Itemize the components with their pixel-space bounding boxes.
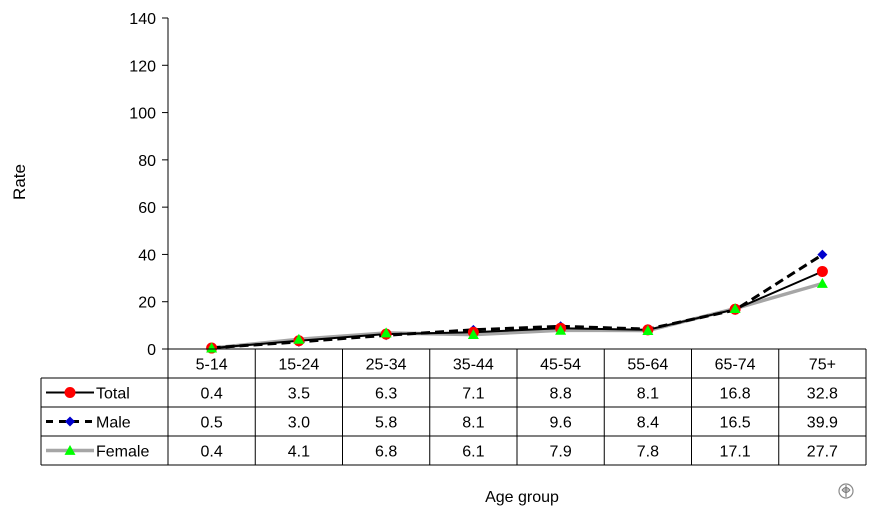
data-cell: 39.9 xyxy=(807,415,838,432)
data-table: 5-14 15-24 25-34 35-44 45-54 55-64 65-74 75+ Tot… xyxy=(40,348,867,466)
data-cell: 3.0 xyxy=(288,415,310,432)
data-cell: 8.1 xyxy=(637,386,659,403)
data-cell: 16.5 xyxy=(720,415,751,432)
y-tick-label: 100 xyxy=(129,106,156,123)
point-female xyxy=(380,327,392,338)
point-female xyxy=(729,303,741,313)
legend-label-female: Female xyxy=(96,444,149,461)
data-cell: 0.4 xyxy=(201,444,223,461)
category-label: 15-24 xyxy=(278,357,319,374)
data-cell: 27.7 xyxy=(807,444,838,461)
data-cell: 6.3 xyxy=(375,386,397,403)
y-tick-label: 140 xyxy=(129,11,156,28)
category-label: 55-64 xyxy=(627,357,668,374)
y-tick-label: 40 xyxy=(138,247,156,264)
data-cell: 8.4 xyxy=(637,415,659,432)
category-label: 45-54 xyxy=(540,357,581,374)
y-tick-label: 20 xyxy=(138,295,156,312)
point-female xyxy=(467,329,479,339)
point-female xyxy=(642,325,654,335)
data-cell: 8.1 xyxy=(462,415,484,432)
data-cell: 0.5 xyxy=(201,415,223,432)
y-tick-label: 0 xyxy=(147,342,156,359)
legend-key-marker-total xyxy=(64,387,76,398)
series-markers xyxy=(206,249,828,354)
category-label: 65-74 xyxy=(715,357,756,374)
series-lines xyxy=(211,253,824,350)
legend-label-male: Male xyxy=(96,415,131,432)
category-label: 35-44 xyxy=(453,357,494,374)
y-axis: 0 20 40 60 80 100 120 140 xyxy=(129,11,169,359)
data-cell: 32.8 xyxy=(807,386,838,403)
point-female xyxy=(816,278,828,288)
point-female xyxy=(206,342,218,353)
y-axis-label: Rate xyxy=(10,164,29,200)
data-cell: 7.8 xyxy=(637,444,659,461)
category-label: 5-14 xyxy=(196,357,228,374)
data-cell: 3.5 xyxy=(288,386,310,403)
point-female xyxy=(293,333,305,344)
data-cell: 7.9 xyxy=(550,444,572,461)
category-label: 75+ xyxy=(809,357,836,374)
data-cell: 8.8 xyxy=(550,386,572,403)
data-cell: 4.1 xyxy=(288,444,310,461)
x-axis-label: Age group xyxy=(485,489,559,506)
data-cell: 5.8 xyxy=(375,415,397,432)
data-cell: 17.1 xyxy=(720,444,751,461)
data-cell: 9.6 xyxy=(550,415,572,432)
data-cell: 0.4 xyxy=(201,386,223,403)
point-female xyxy=(555,324,567,335)
data-cell: 6.1 xyxy=(462,444,484,461)
point-total xyxy=(816,265,828,277)
category-label: 25-34 xyxy=(366,357,407,374)
data-cell: 6.8 xyxy=(375,444,397,461)
data-cell: 16.8 xyxy=(720,386,751,403)
legend-label-total: Total xyxy=(96,386,130,403)
y-tick-label: 80 xyxy=(138,153,156,170)
point-male xyxy=(817,249,828,260)
data-cell: 7.1 xyxy=(462,386,484,403)
who-emblem-icon xyxy=(838,483,854,499)
legend-key-marker-female xyxy=(64,445,76,455)
y-tick-label: 120 xyxy=(129,58,156,75)
y-tick-label: 60 xyxy=(138,200,156,217)
legend-key-marker-male xyxy=(65,416,75,427)
series-line-male xyxy=(211,253,824,350)
